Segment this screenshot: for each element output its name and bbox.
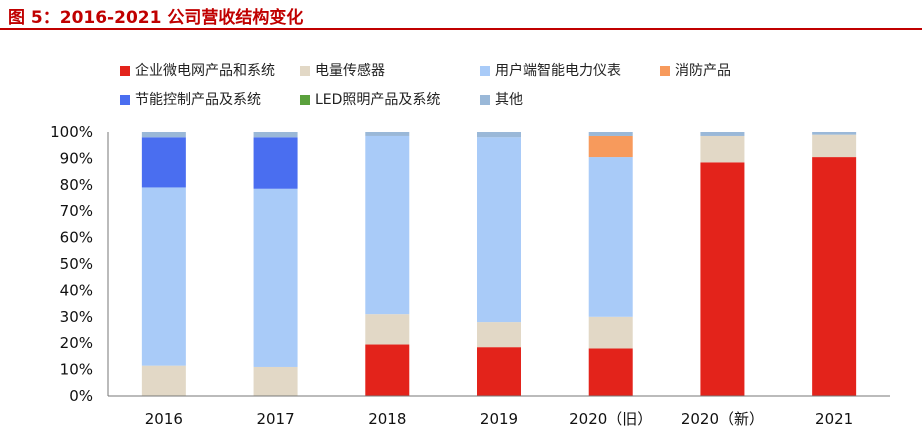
bar-segment (477, 347, 521, 396)
bar-segment (700, 132, 745, 136)
x-tick-label: 2019 (480, 410, 518, 428)
legend-swatch (120, 66, 130, 76)
bar-segment (812, 132, 857, 135)
y-tick-label: 60% (60, 229, 93, 247)
bar-segment (700, 135, 745, 163)
bar-segment (141, 365, 186, 396)
x-tick-label: 2020（新） (681, 410, 764, 428)
bar-segment (253, 132, 298, 138)
bar-segment (477, 137, 521, 323)
bar-segment (477, 322, 521, 348)
legend-swatch (300, 95, 310, 105)
y-tick-label: 10% (60, 361, 93, 379)
legend-item-led: LED照明产品及系统 (300, 91, 440, 109)
y-tick-label: 50% (60, 255, 93, 273)
bar-segment (588, 348, 633, 396)
y-tick-label: 30% (60, 308, 93, 326)
legend-item-fire: 消防产品 (660, 62, 731, 80)
bar-segment (588, 132, 633, 136)
y-tick-label: 20% (60, 334, 93, 352)
bar-segment (141, 187, 186, 366)
y-tick-label: 90% (60, 149, 93, 167)
legend-item-microgrid: 企业微电网产品和系统 (120, 62, 275, 80)
legend-swatch (660, 66, 670, 76)
bar-segment (365, 344, 410, 396)
legend-label: 节能控制产品及系统 (135, 92, 261, 108)
x-tick-label: 2021 (815, 410, 853, 428)
x-tick-label: 2017 (256, 410, 294, 428)
bar-segment (588, 316, 633, 349)
legend-item-meter: 用户端智能电力仪表 (480, 62, 621, 80)
y-tick-label: 40% (60, 281, 93, 299)
bar-segment (365, 314, 410, 345)
legend-label: 电量传感器 (315, 63, 385, 79)
legend-swatch (120, 95, 130, 105)
x-tick-label: 2020（旧） (569, 410, 652, 428)
bar-segment (253, 188, 298, 367)
bar-segment (700, 162, 745, 396)
x-tick-label: 2016 (145, 410, 183, 428)
chart-title: 图 5：2016-2021 公司营收结构变化 (8, 8, 304, 28)
bar-segment (365, 132, 410, 136)
legend-item-other: 其他 (480, 91, 523, 109)
legend-swatch (300, 66, 310, 76)
y-tick-label: 80% (60, 176, 93, 194)
y-tick-label: 100% (50, 123, 93, 141)
legend-item-sensor: 电量传感器 (300, 62, 385, 80)
legend-label: 企业微电网产品和系统 (135, 63, 275, 79)
x-tick-label: 2018 (368, 410, 406, 428)
bar-segment (812, 134, 857, 158)
chart-title-bar: 图 5：2016-2021 公司营收结构变化 (0, 0, 922, 30)
legend-label: 用户端智能电力仪表 (495, 63, 621, 79)
bar-segment (477, 132, 521, 138)
bar-segment (141, 132, 186, 138)
bar-segment (812, 157, 857, 396)
bar-segment (365, 135, 410, 315)
legend-swatch (480, 95, 490, 105)
legend-label: LED照明产品及系统 (315, 92, 441, 108)
legend-item-energy: 节能控制产品及系统 (120, 91, 261, 109)
bar-segment (141, 137, 186, 188)
y-tick-label: 70% (60, 202, 93, 220)
y-tick-label: 0% (69, 387, 93, 405)
legend-label: 其他 (495, 92, 523, 108)
bar-segment (588, 135, 633, 158)
bar-segment (253, 366, 298, 396)
legend-swatch (480, 66, 490, 76)
bar-segment (588, 157, 633, 317)
bar-segment (253, 137, 298, 189)
legend-label: 消防产品 (675, 63, 731, 79)
